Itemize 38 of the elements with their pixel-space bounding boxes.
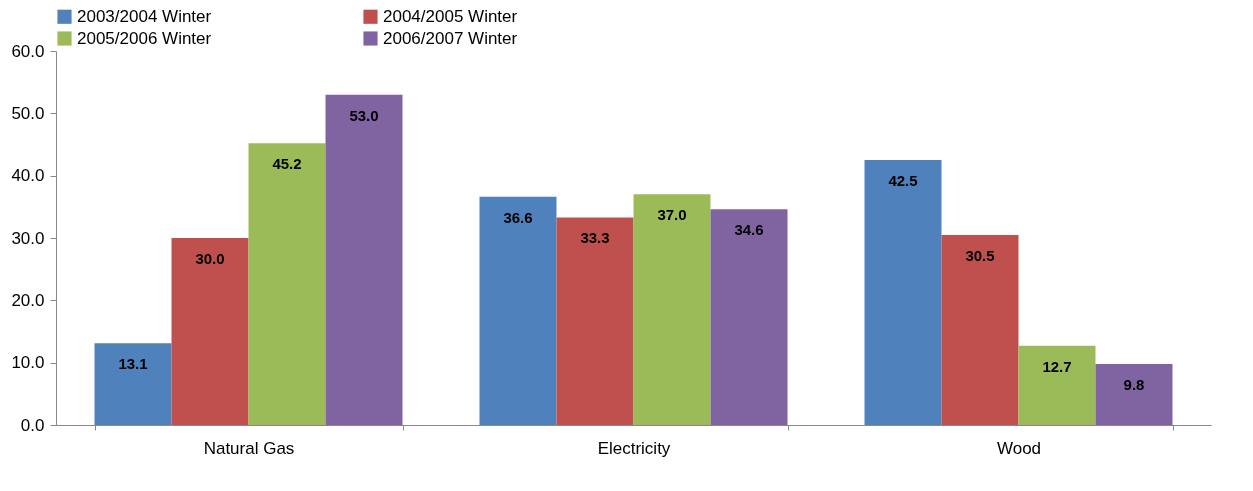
y-tick-label: 30.0 xyxy=(11,228,45,248)
bar xyxy=(1018,345,1096,425)
x-tick-label: Natural Gas xyxy=(203,438,295,458)
bar xyxy=(479,196,557,425)
data-label: 30.0 xyxy=(195,250,225,267)
data-label: 36.6 xyxy=(503,208,533,226)
data-label: 30.5 xyxy=(965,246,995,264)
data-label: 9.8 xyxy=(1123,375,1145,393)
y-tick-label: 50.0 xyxy=(11,103,45,123)
bar xyxy=(710,209,788,425)
bar xyxy=(248,143,326,425)
bar xyxy=(325,94,403,425)
y-tick-label: 10.0 xyxy=(11,353,45,373)
data-label: 37.0 xyxy=(657,206,687,224)
bar xyxy=(556,217,634,425)
data-label: 13.1 xyxy=(118,355,148,373)
bar xyxy=(633,194,711,425)
y-tick-label: 20.0 xyxy=(11,290,45,310)
data-label: 12.7 xyxy=(1042,357,1072,375)
x-tick-label: Wood xyxy=(996,438,1042,458)
legend-label: 2006/2007 Winter xyxy=(383,28,518,48)
y-tick-label: 0.0 xyxy=(20,415,45,435)
data-label: 34.6 xyxy=(734,221,764,239)
x-tick-label: Electricity xyxy=(597,438,671,458)
bar xyxy=(864,160,942,425)
bar xyxy=(94,343,172,425)
legend-label: 2004/2005 Winter xyxy=(383,6,518,26)
data-label: 45.2 xyxy=(272,155,302,173)
bar xyxy=(1095,363,1173,425)
data-label: 42.5 xyxy=(888,172,918,190)
legend-label: 2003/2004 Winter xyxy=(77,6,212,26)
data-label: 33.3 xyxy=(580,229,610,247)
bar xyxy=(941,234,1019,425)
y-tick-label: 40.0 xyxy=(11,166,45,186)
bar xyxy=(171,238,249,425)
data-label: 53.0 xyxy=(349,106,379,124)
legend-label: 2005/2006 Winter xyxy=(77,28,212,48)
y-tick-label: 60.0 xyxy=(11,41,45,61)
